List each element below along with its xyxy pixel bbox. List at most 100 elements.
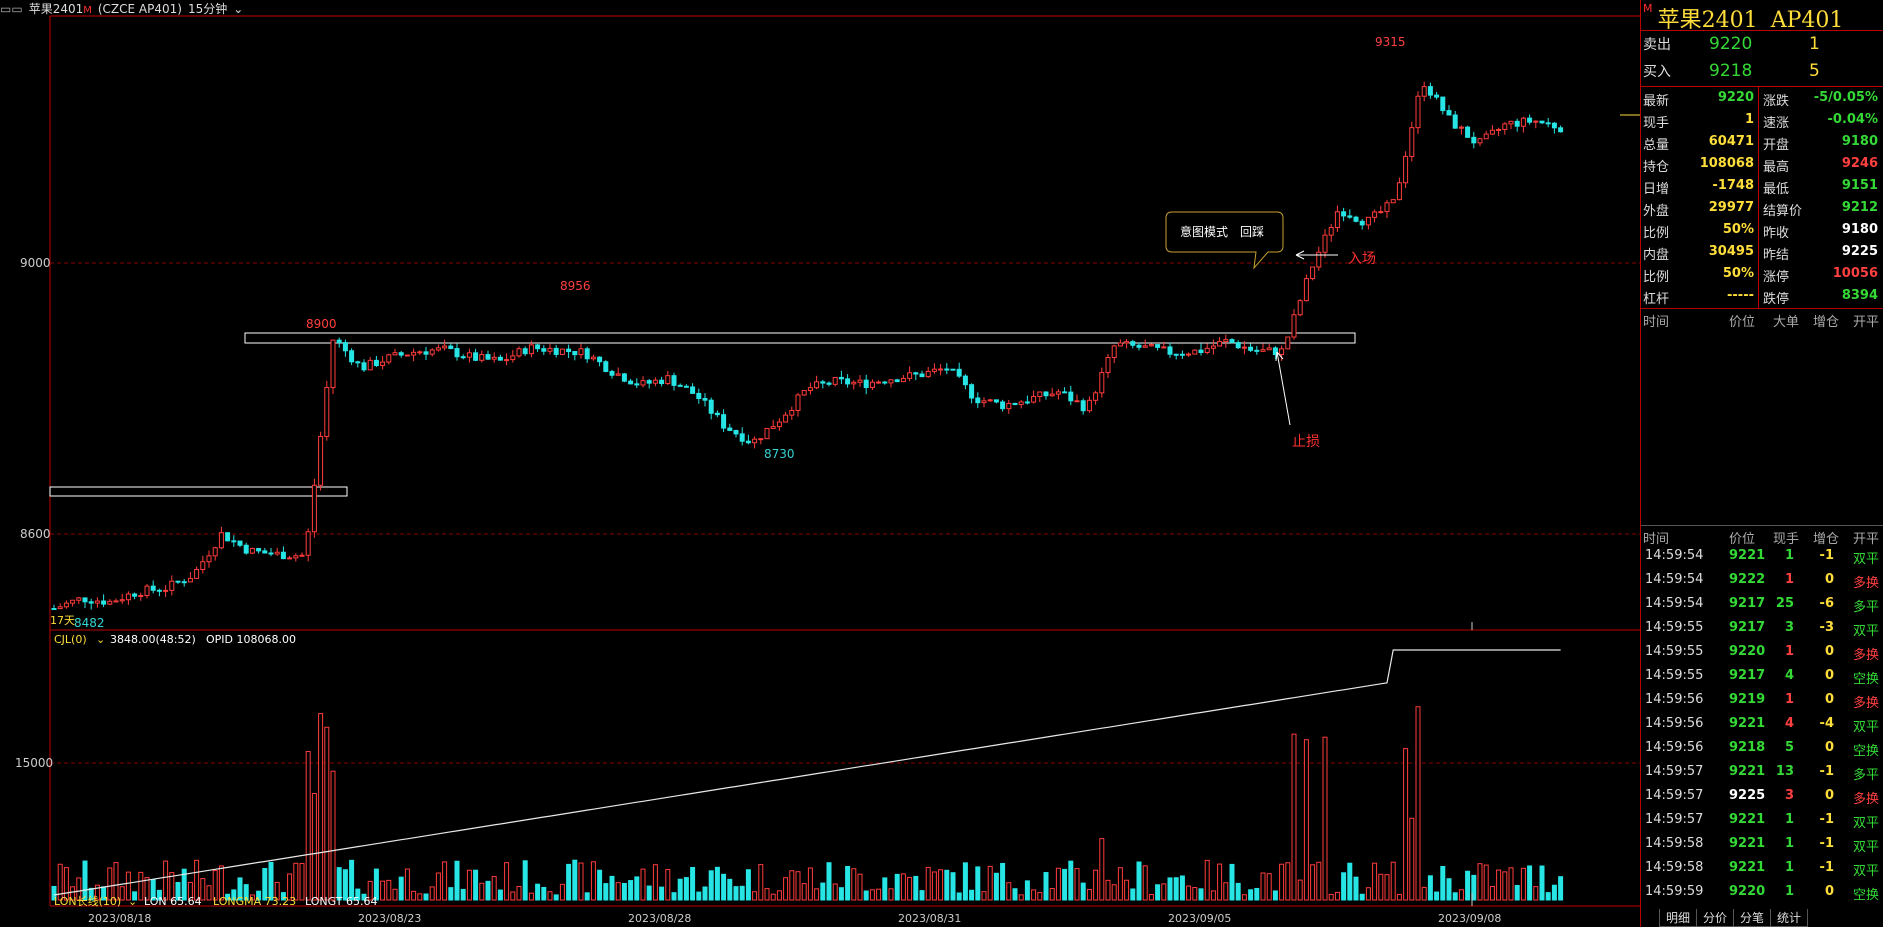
candle-body bbox=[665, 375, 671, 385]
volume-bar bbox=[1031, 889, 1037, 901]
volume-bar bbox=[1359, 893, 1365, 901]
stat-label: 比例 bbox=[1643, 270, 1670, 285]
main-chart[interactable]: 9000 8600 15000 8900 8956 9315 8730 8482… bbox=[0, 0, 1640, 927]
label-high-8900: 8900 bbox=[306, 317, 337, 331]
tick-row[interactable]: 14:59:54 9217 25 -6 多平 bbox=[1641, 596, 1883, 620]
candle-body bbox=[411, 351, 417, 356]
candle-body bbox=[1502, 123, 1508, 130]
volume-bar bbox=[324, 726, 330, 901]
tick-qty: 13 bbox=[1775, 764, 1794, 779]
intent-callout[interactable]: 意图模式 回踩 bbox=[1165, 211, 1284, 270]
volume-bar bbox=[1279, 863, 1285, 901]
chevron-down-icon: ⌄ bbox=[233, 2, 244, 16]
period-selector[interactable]: 15分钟 ⌄ bbox=[187, 2, 244, 16]
tick-row[interactable]: 14:59:55 9220 1 0 多换 bbox=[1641, 644, 1883, 668]
stat-value: 30495 bbox=[1708, 244, 1754, 259]
volume-bar bbox=[107, 867, 113, 901]
tick-oi-change: 0 bbox=[1824, 884, 1834, 899]
volume-bar bbox=[274, 881, 280, 901]
candle-body bbox=[721, 414, 727, 429]
tick-row[interactable]: 14:59:54 9222 1 0 多换 bbox=[1641, 572, 1883, 596]
stat-label: 总量 bbox=[1643, 138, 1670, 153]
bid-row[interactable]: 买入 9218 5 bbox=[1643, 61, 1820, 81]
candle-body bbox=[181, 581, 187, 584]
candle-body bbox=[1130, 341, 1136, 346]
tick-row[interactable]: 14:59:56 9219 1 0 多换 bbox=[1641, 692, 1883, 716]
window-icon[interactable]: ▭▭ bbox=[0, 2, 23, 16]
tick-row[interactable]: 14:59:58 9221 1 -1 双平 bbox=[1641, 836, 1883, 860]
tick-row[interactable]: 14:59:57 9221 1 -1 双平 bbox=[1641, 812, 1883, 836]
volume-bar bbox=[1167, 877, 1173, 901]
candle-body bbox=[231, 540, 237, 543]
volume-bar bbox=[1136, 861, 1142, 901]
candle-body bbox=[1359, 220, 1365, 226]
volume-bar bbox=[876, 888, 882, 901]
candle-body bbox=[541, 348, 547, 352]
tick-qty: 25 bbox=[1775, 596, 1794, 611]
tick-qty: 3 bbox=[1784, 620, 1794, 635]
candle-body bbox=[318, 435, 324, 486]
candle-body bbox=[1452, 114, 1458, 129]
candle-body bbox=[1074, 400, 1080, 403]
volume-bar bbox=[1496, 869, 1502, 901]
volume-bar bbox=[913, 875, 919, 901]
tick-row[interactable]: 14:59:55 9217 4 0 空换 bbox=[1641, 668, 1883, 692]
tick-row[interactable]: 14:59:59 9220 1 0 空换 bbox=[1641, 884, 1883, 908]
chevron-down-icon[interactable]: ⌄ bbox=[128, 895, 137, 908]
volume-bar bbox=[1372, 862, 1378, 901]
tick-row[interactable]: 14:59:58 9221 1 -1 双平 bbox=[1641, 860, 1883, 884]
chevron-down-icon[interactable]: ⌄ bbox=[96, 633, 105, 646]
volume-indicator-name[interactable]: CJL(0) bbox=[54, 633, 87, 646]
volume-bar bbox=[386, 879, 392, 901]
candle-body bbox=[423, 351, 429, 355]
tick-row[interactable]: 14:59:57 9221 13 -1 多平 bbox=[1641, 764, 1883, 788]
tick-row[interactable]: 14:59:55 9217 3 -3 双平 bbox=[1641, 620, 1883, 644]
column-header: 现手 bbox=[1773, 532, 1800, 547]
date-label: 2023/08/23 bbox=[358, 912, 421, 925]
lon-indicator-name[interactable]: LON长线(10) bbox=[54, 894, 121, 908]
candle-body bbox=[783, 414, 789, 423]
candle-body bbox=[435, 347, 441, 351]
tick-row[interactable]: 14:59:57 9225 3 0 多换 bbox=[1641, 788, 1883, 812]
candle-body bbox=[1372, 211, 1378, 218]
volume-bar bbox=[969, 889, 975, 901]
tab-stats[interactable]: 统计 bbox=[1770, 909, 1809, 927]
candle-body bbox=[1322, 234, 1328, 253]
resistance-zone-box[interactable] bbox=[244, 332, 1356, 344]
volume-bar bbox=[1179, 875, 1185, 901]
candle-body bbox=[628, 380, 634, 385]
volume-bar bbox=[559, 883, 565, 901]
tick-row[interactable]: 14:59:56 9218 5 0 空换 bbox=[1641, 740, 1883, 764]
tick-type: 双平 bbox=[1853, 720, 1880, 735]
candle-body bbox=[1223, 339, 1229, 343]
candle-body bbox=[845, 378, 851, 385]
volume-bar bbox=[262, 868, 268, 901]
volume-bar bbox=[1210, 890, 1216, 901]
tick-row[interactable]: 14:59:54 9221 1 -1 双平 bbox=[1641, 548, 1883, 572]
stat-value: -5/0.05% bbox=[1813, 90, 1878, 105]
tick-type: 多换 bbox=[1853, 648, 1880, 663]
volume-bar bbox=[76, 877, 82, 901]
stat-row: 现手 1 速涨 -0.04% bbox=[1641, 112, 1883, 134]
candle-body bbox=[268, 552, 274, 555]
candle-body bbox=[950, 368, 956, 371]
tab-price[interactable]: 分价 bbox=[1696, 909, 1735, 927]
ask-row[interactable]: 卖出 9220 1 bbox=[1643, 34, 1820, 54]
tick-row[interactable]: 14:59:56 9221 4 -4 双平 bbox=[1641, 716, 1883, 740]
volume-bar bbox=[280, 892, 286, 901]
volume-bar bbox=[454, 860, 460, 901]
volume-bar bbox=[268, 861, 274, 901]
tab-detail[interactable]: 明细 bbox=[1659, 909, 1698, 927]
candle-body bbox=[702, 398, 708, 401]
tab-ticks[interactable]: 分笔 bbox=[1733, 909, 1772, 927]
candle-body bbox=[1266, 347, 1272, 351]
tick-type: 双平 bbox=[1853, 552, 1880, 567]
volume-bar bbox=[547, 891, 553, 901]
volume-bar bbox=[361, 893, 367, 901]
volume-bar bbox=[690, 866, 696, 901]
tick-oi-change: -1 bbox=[1819, 812, 1834, 827]
volume-bar bbox=[1018, 894, 1024, 901]
support-zone-box[interactable] bbox=[49, 486, 348, 497]
candle-body bbox=[690, 386, 696, 394]
tick-qty: 1 bbox=[1784, 812, 1794, 827]
